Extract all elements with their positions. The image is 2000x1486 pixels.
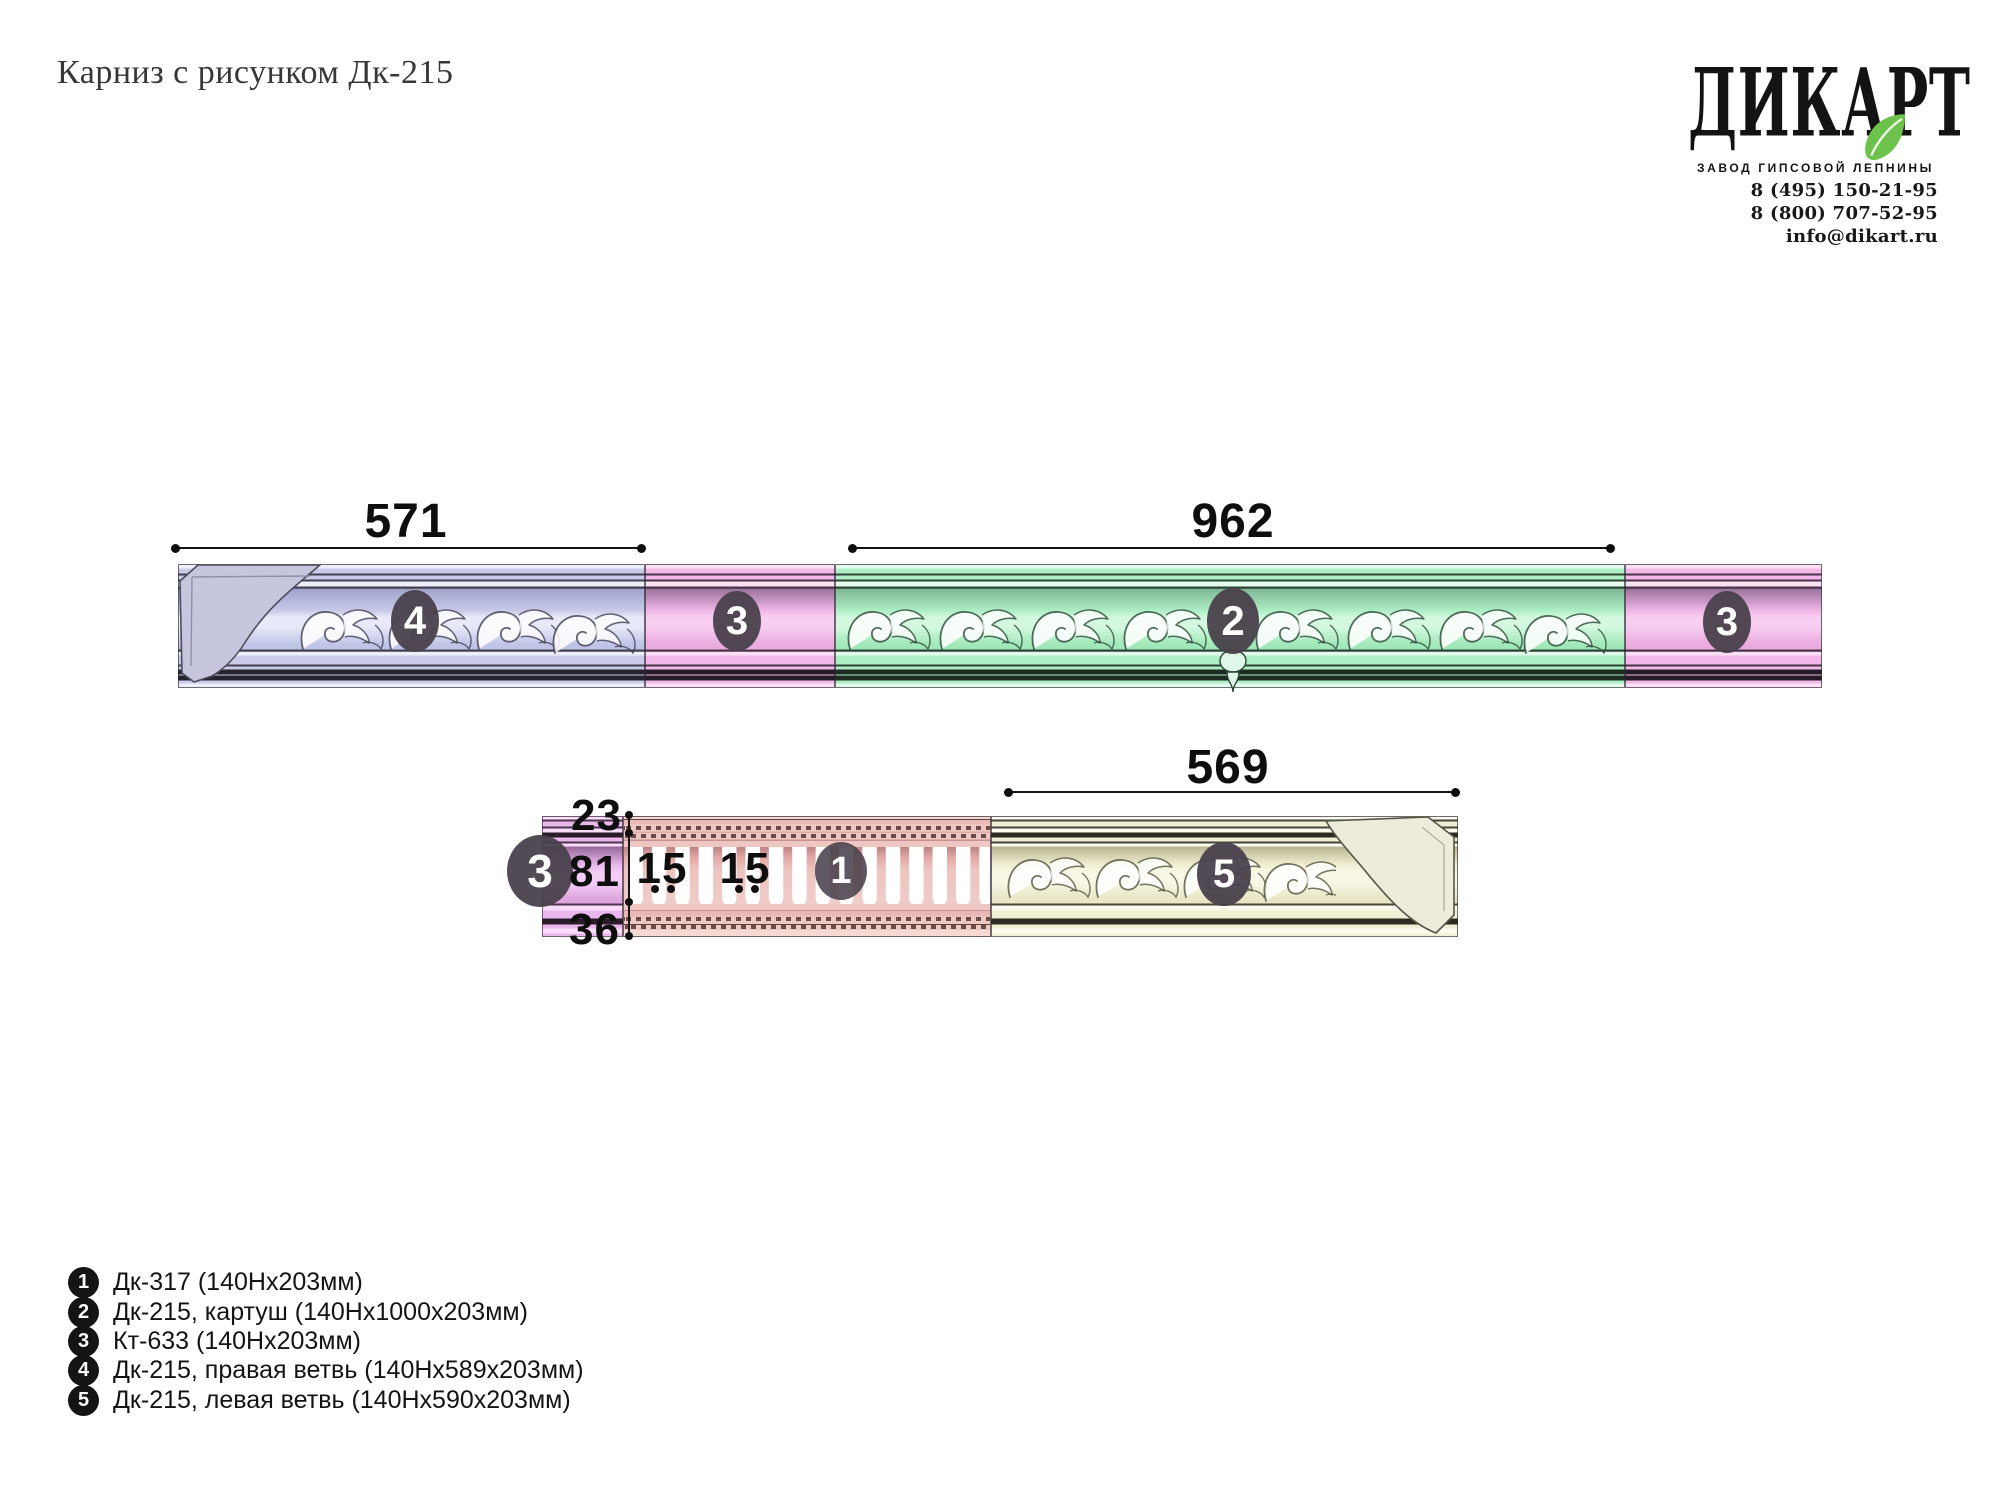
part-badge-5[interactable]: 5 bbox=[1197, 842, 1251, 906]
dimension-line-571 bbox=[175, 547, 645, 549]
legend-item-2: 2 Дк-215, картуш (140Hx1000x203мм) bbox=[68, 1296, 528, 1328]
dimension-endpoint bbox=[1004, 788, 1013, 797]
dimension-vline-stack bbox=[628, 815, 630, 937]
logo-wordmark: ДИКАРТ bbox=[1688, 48, 1971, 159]
legend-label-3: Кт-633 (140Hx203мм) bbox=[113, 1326, 361, 1355]
part-badge-3a[interactable]: 3 bbox=[713, 591, 761, 651]
flute-dim-dot bbox=[735, 885, 743, 893]
phone-number-2: 8 (800) 707-52-95 bbox=[1750, 203, 1938, 224]
legend-item-3: 3 Кт-633 (140Hx203мм) bbox=[68, 1325, 361, 1357]
legend-bullet-3: 3 bbox=[68, 1325, 99, 1357]
dimension-23: 23 bbox=[571, 791, 622, 840]
cornice-end-return-right bbox=[1325, 816, 1455, 934]
legend-bullet-4: 4 bbox=[68, 1354, 99, 1386]
legend-label-5: Дк-215, левая ветвь (140Hx590x203мм) bbox=[113, 1385, 571, 1414]
page-title: Карниз с рисунком Дк-215 bbox=[57, 54, 454, 91]
legend-bullet-1: 1 bbox=[68, 1266, 99, 1298]
legend-bullet-5: 5 bbox=[68, 1384, 99, 1416]
dimension-endpoint bbox=[625, 811, 633, 819]
flute-dim-dot bbox=[651, 885, 659, 893]
dimension-endpoint bbox=[625, 829, 633, 837]
dimension-endpoint bbox=[1451, 788, 1460, 797]
part-badge-4[interactable]: 4 bbox=[391, 590, 439, 652]
email-address[interactable]: info@dikart.ru bbox=[1785, 226, 1938, 247]
cartouche-pendant bbox=[1219, 650, 1247, 693]
bead-band-top bbox=[624, 817, 990, 847]
dimension-571: 571 bbox=[364, 495, 448, 548]
part-badge-2[interactable]: 2 bbox=[1207, 588, 1259, 654]
dimension-569: 569 bbox=[1186, 741, 1270, 794]
legend-bullet-2: 2 bbox=[68, 1296, 99, 1328]
dimension-line-569 bbox=[1008, 791, 1458, 793]
phone-number-1: 8 (495) 150-21-95 bbox=[1750, 180, 1938, 201]
dimension-endpoint bbox=[848, 544, 857, 553]
legend-item-5: 5 Дк-215, левая ветвь (140Hx590x203мм) bbox=[68, 1384, 571, 1416]
dimension-962: 962 bbox=[1191, 495, 1275, 548]
legend-item-1: 1 Дк-317 (140Hx203мм) bbox=[68, 1266, 363, 1298]
dimension-endpoint bbox=[625, 898, 633, 906]
dimension-endpoint bbox=[625, 932, 633, 940]
part-badge-3c[interactable]: 3 bbox=[507, 835, 573, 907]
part-badge-3b[interactable]: 3 bbox=[1703, 591, 1751, 653]
legend-item-4: 4 Дк-215, правая ветвь (140Hx589x203мм) bbox=[68, 1354, 584, 1386]
flute-dim-dot bbox=[751, 885, 759, 893]
part-badge-1[interactable]: 1 bbox=[815, 842, 867, 900]
dimension-15b: 15 bbox=[719, 844, 771, 893]
cornice-end-return-left bbox=[179, 564, 321, 683]
legend-label-4: Дк-215, правая ветвь (140Hx589x203мм) bbox=[113, 1355, 584, 1384]
dimension-endpoint bbox=[171, 544, 180, 553]
leaf-icon bbox=[1865, 114, 1905, 161]
dimension-endpoint bbox=[1606, 544, 1615, 553]
segment-fluted[interactable] bbox=[623, 816, 991, 937]
legend-label-2: Дк-215, картуш (140Hx1000x203мм) bbox=[113, 1297, 528, 1326]
flute-stripes bbox=[624, 847, 990, 906]
dimension-36: 36 bbox=[569, 905, 620, 954]
logo-tagline: ЗАВОД ГИПСОВОЙ ЛЕПНИНЫ bbox=[1697, 161, 1934, 175]
dimension-81: 81 bbox=[569, 847, 620, 896]
flute-dim-dot bbox=[667, 885, 675, 893]
dimension-15a: 15 bbox=[636, 844, 688, 893]
bead-band-bottom bbox=[624, 904, 990, 936]
acanthus-scroll-ornament bbox=[300, 609, 636, 654]
dimension-line-962 bbox=[852, 547, 1613, 549]
acanthus-scroll-ornament bbox=[1007, 857, 1336, 902]
legend-label-1: Дк-317 (140Hx203мм) bbox=[113, 1267, 363, 1296]
dimension-endpoint bbox=[637, 544, 646, 553]
